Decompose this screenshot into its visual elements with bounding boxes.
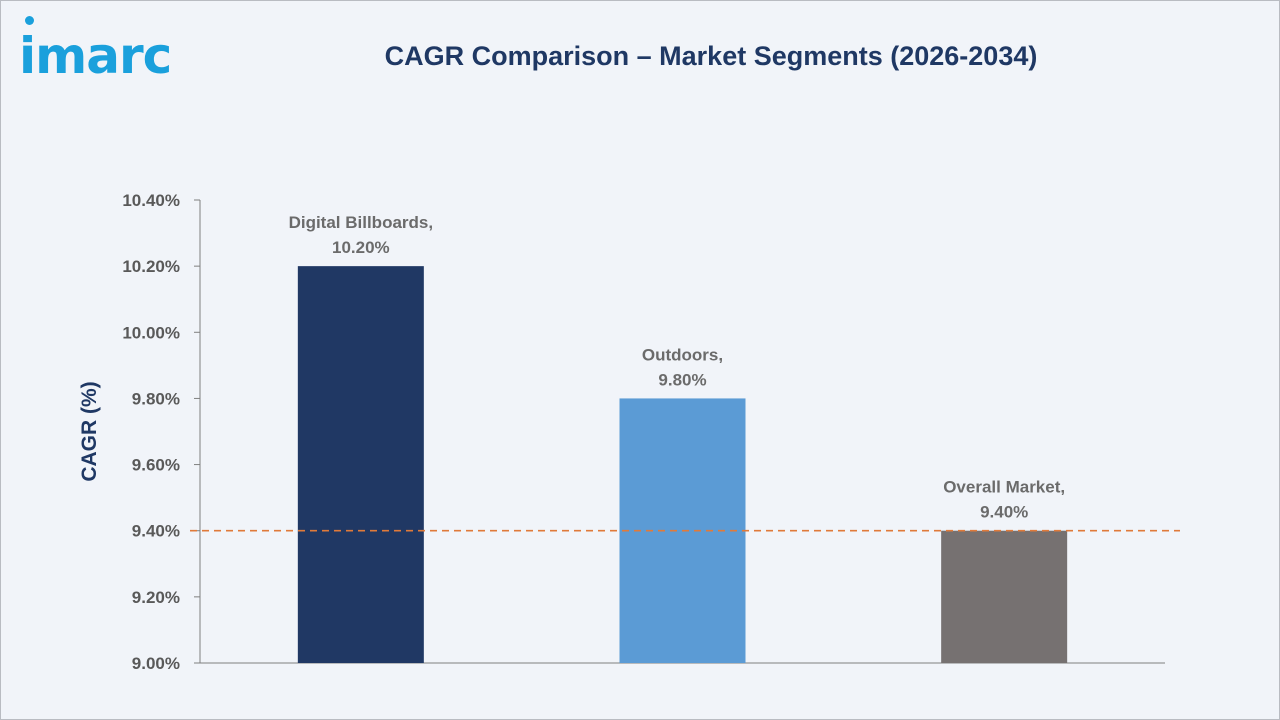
y-tick-label: 10.00% <box>122 323 180 342</box>
y-tick-label: 10.40% <box>122 191 180 210</box>
imarc-logo: imarc <box>19 27 172 85</box>
y-axis-title: CAGR (%) <box>78 381 101 481</box>
data-label: Overall Market, <box>943 478 1065 497</box>
bar-overall-market <box>941 530 1068 663</box>
data-label: 10.20% <box>332 238 390 257</box>
y-tick-label: 9.00% <box>132 654 180 673</box>
y-tick-label: 10.20% <box>122 257 180 276</box>
y-tick-label: 9.60% <box>132 456 180 475</box>
data-label: 9.80% <box>658 370 706 389</box>
y-tick-label: 9.40% <box>132 522 180 541</box>
logo-dot <box>25 16 34 25</box>
bar-digital-billboards <box>297 266 424 663</box>
y-tick-label: 9.80% <box>132 389 180 408</box>
data-label: 9.40% <box>980 503 1028 522</box>
chart-title: CAGR Comparison – Market Segments (2026-… <box>384 41 1038 71</box>
y-tick-label: 9.20% <box>132 588 180 607</box>
data-label: Outdoors, <box>642 345 723 364</box>
data-label: Digital Billboards, <box>289 213 434 232</box>
